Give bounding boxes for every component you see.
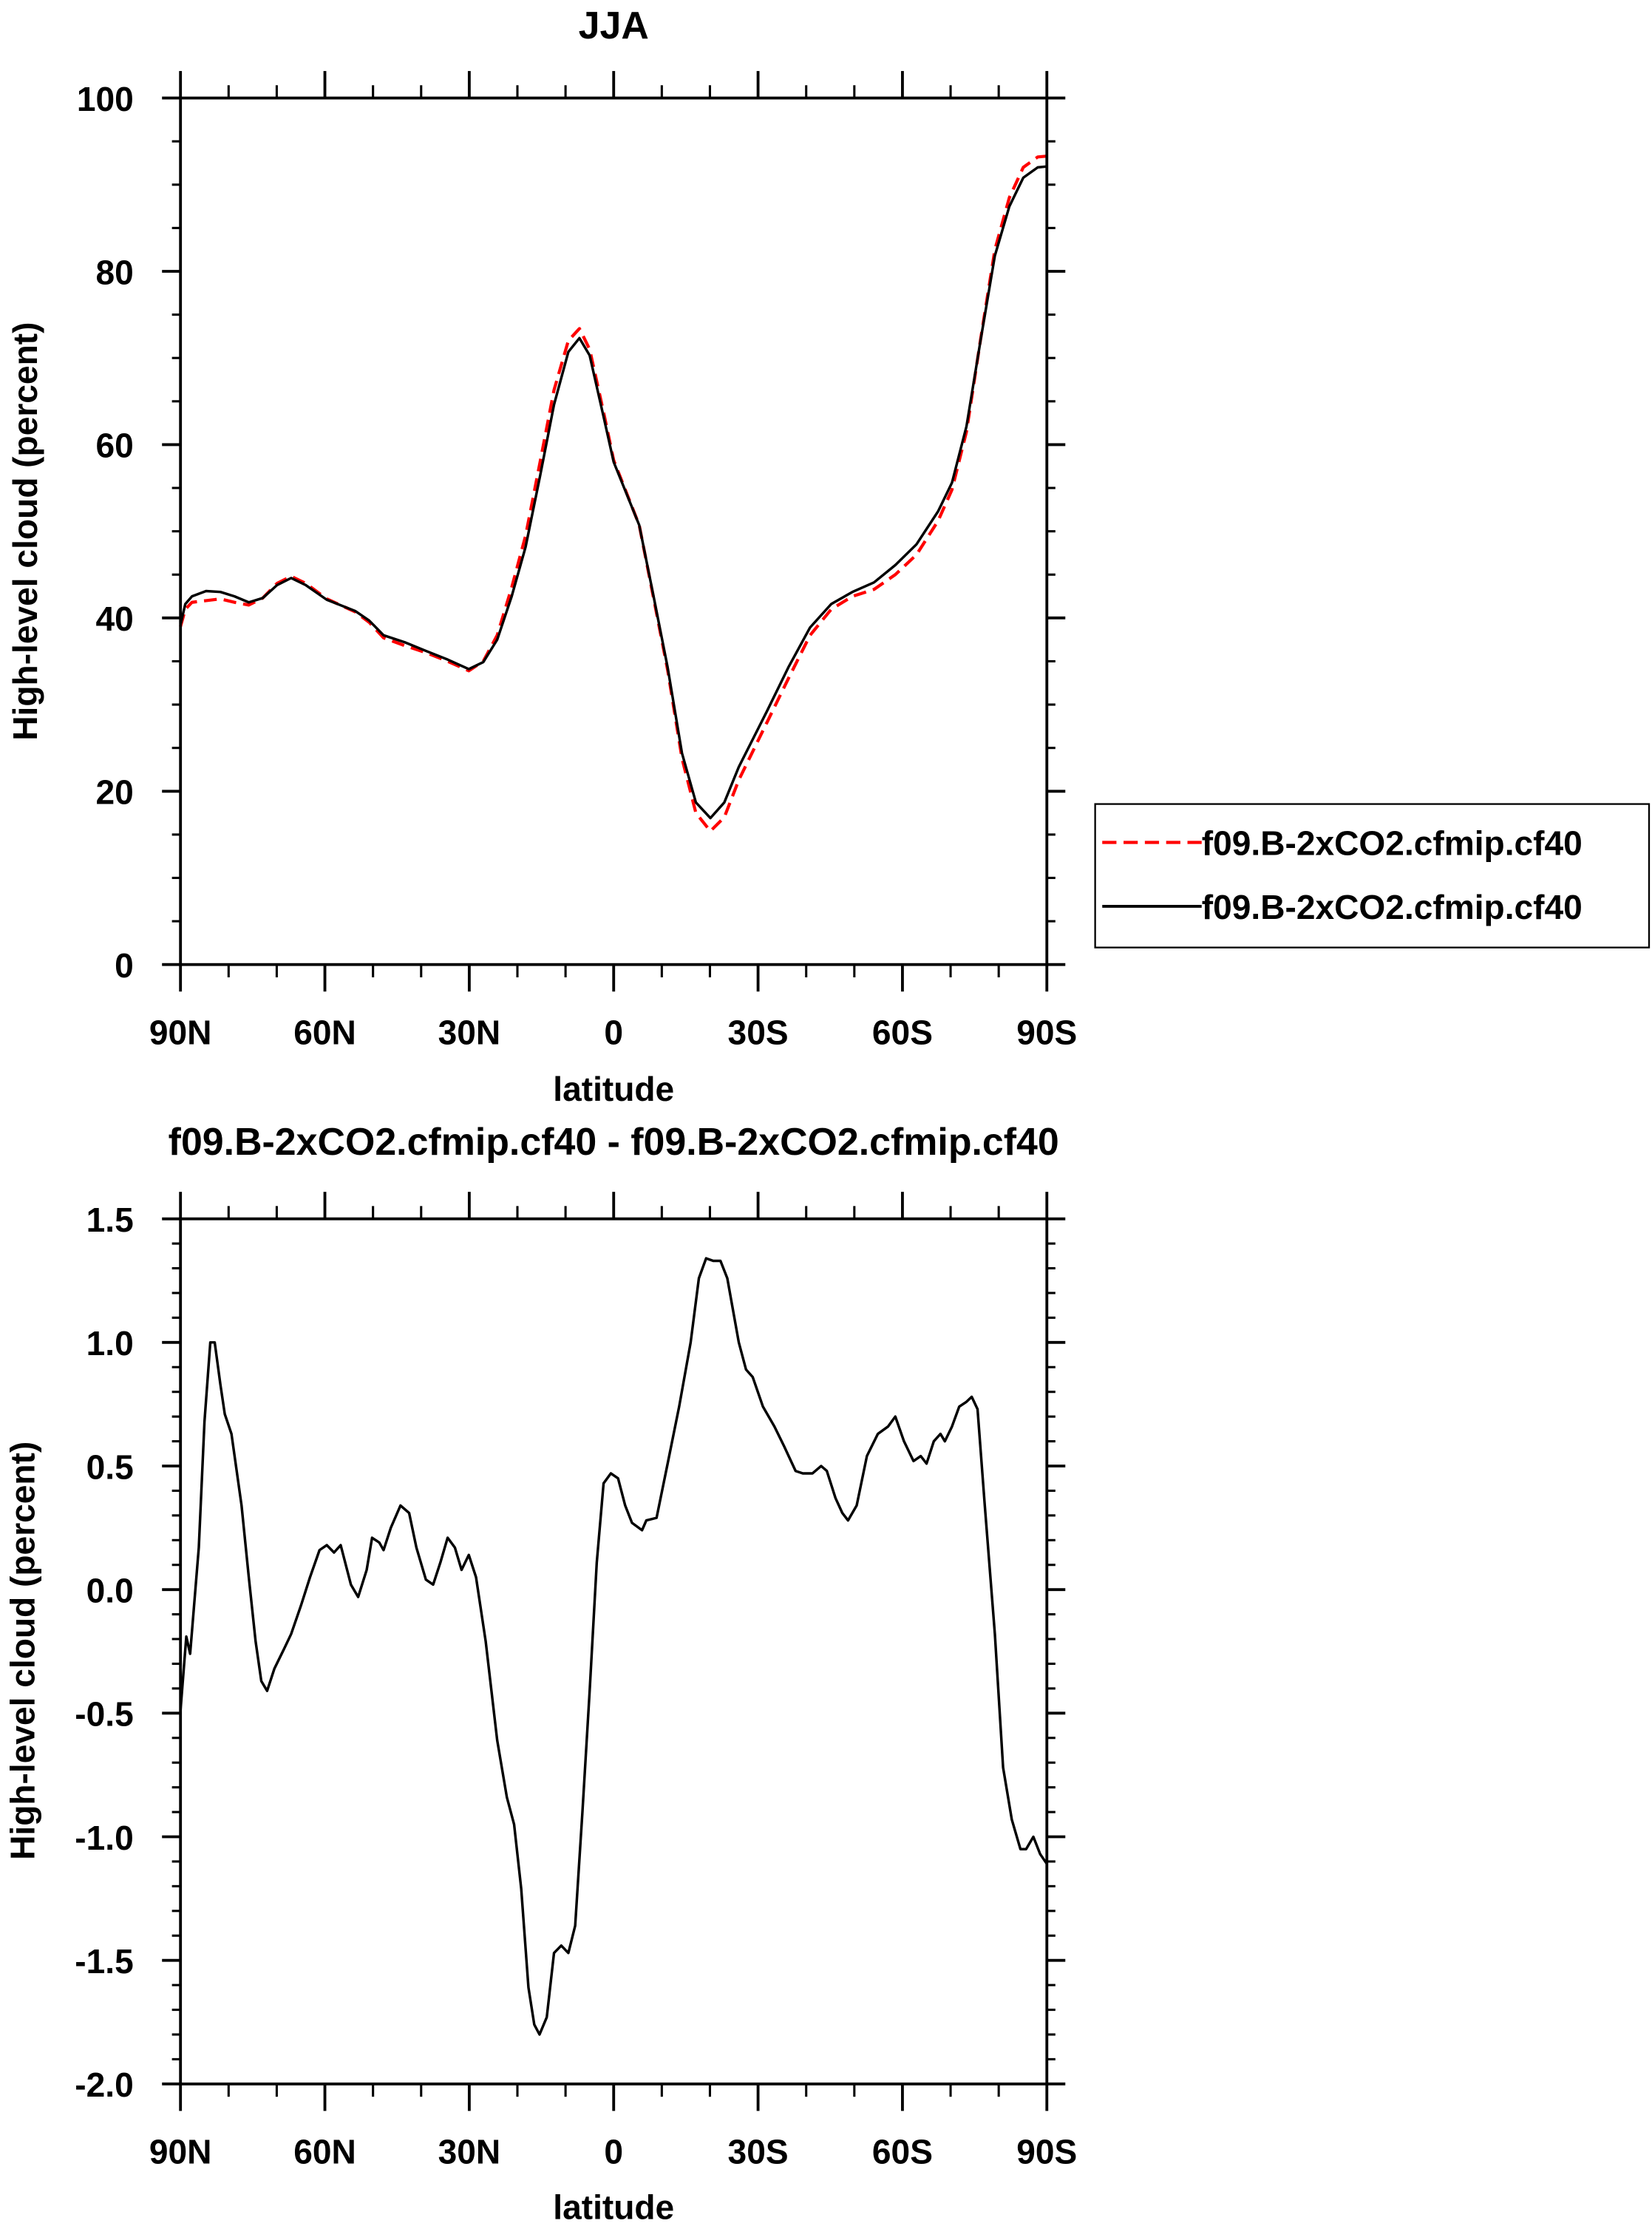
bottom-y-tick-label: -2.0 <box>75 2066 133 2104</box>
top-x-tick-label: 60N <box>293 1013 356 1051</box>
top-y-tick-label: 20 <box>95 773 133 812</box>
top-chart-title: JJA <box>579 4 649 47</box>
bottom-y-axis-label: High-level cloud (percent) <box>3 1442 41 1860</box>
top-x-axis-label: latitude <box>553 1070 674 1108</box>
top-x-tick-label: 90N <box>149 1013 212 1051</box>
bottom-x-tick-label: 60N <box>293 2132 356 2171</box>
top-y-tick-label: 40 <box>95 600 133 638</box>
bottom-series-line-1 <box>179 1257 1048 2036</box>
top-y-tick-label: 60 <box>95 427 133 465</box>
top-x-tick-label: 0 <box>604 1013 623 1051</box>
top-series-line-1 <box>179 155 1047 833</box>
top-series-line-2 <box>179 165 1047 820</box>
bottom-x-tick-label: 90S <box>1016 2132 1077 2171</box>
bottom-panel: f09.B-2xCO2.cfmip.cf40 - f09.B-2xCO2.cfm… <box>3 1120 1077 2226</box>
bottom-y-tick-label: 1.5 <box>86 1201 134 1239</box>
legend-box <box>1094 803 1651 949</box>
bottom-x-axis-label: latitude <box>553 2188 674 2226</box>
top-x-tick-label: 60S <box>872 1013 933 1051</box>
bottom-y-tick-label: -1.5 <box>75 1942 133 1981</box>
top-panel: JJA latitude High-level cloud (percent) … <box>6 4 1077 1108</box>
bottom-x-tick-label: 0 <box>604 2132 623 2171</box>
top-plot-frame <box>179 96 1049 966</box>
top-y-tick-label: 100 <box>77 80 134 118</box>
top-x-tick-label: 30N <box>438 1013 501 1051</box>
legend: f09.B-2xCO2.cfmip.cf40 f09.B-2xCO2.cfmip… <box>1094 803 1651 949</box>
bottom-y-tick-label: -0.5 <box>75 1695 133 1734</box>
bottom-x-tick-label: 30S <box>728 2132 789 2171</box>
bottom-chart-title: f09.B-2xCO2.cfmip.cf40 - f09.B-2xCO2.cfm… <box>169 1120 1059 1163</box>
top-x-tick-label: 90S <box>1016 1013 1077 1051</box>
bottom-y-tick-label: 1.0 <box>86 1324 134 1363</box>
bottom-x-tick-label: 30N <box>438 2132 501 2171</box>
top-y-axis-label: High-level cloud (percent) <box>6 322 44 741</box>
top-y-tick-label: 0 <box>115 946 134 985</box>
top-y-tick-label: 80 <box>95 253 133 291</box>
bottom-y-tick-label: -1.0 <box>75 1819 133 1857</box>
bottom-y-tick-label: 0.5 <box>86 1448 134 1486</box>
bottom-plot-frame <box>179 1217 1049 2086</box>
bottom-x-tick-label: 90N <box>149 2132 212 2171</box>
legend-label-series-1: f09.B-2xCO2.cfmip.cf40 <box>1202 824 1583 863</box>
bottom-y-tick-label: 0.0 <box>86 1571 134 1609</box>
bottom-x-tick-label: 60S <box>872 2132 933 2171</box>
top-x-tick-label: 30S <box>728 1013 789 1051</box>
legend-label-series-2: f09.B-2xCO2.cfmip.cf40 <box>1202 888 1583 926</box>
